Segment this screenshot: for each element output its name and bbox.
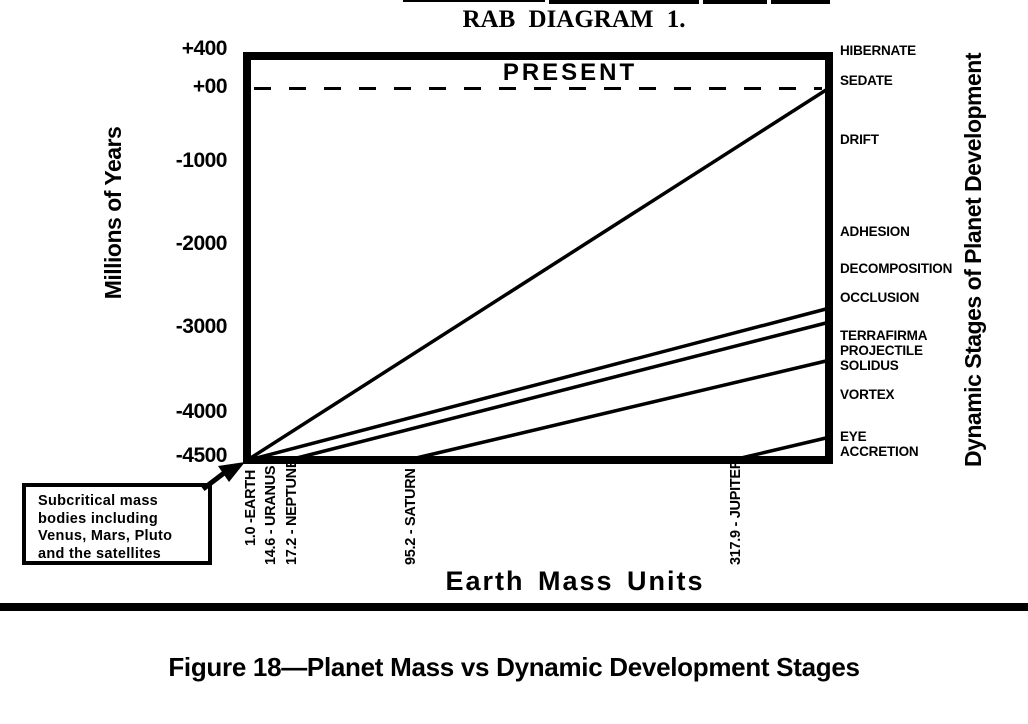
callout-text-line: bodies including (38, 510, 158, 527)
scan-artifact-line (703, 0, 767, 4)
scan-noise (253, 461, 633, 464)
right-axis-label: Dynamic Stages of Planet Development (960, 53, 986, 468)
plot-frame (243, 52, 833, 464)
callout-box: Subcritical mass bodies including Venus,… (22, 483, 212, 565)
stage-hibernate: HIBERNATE (840, 43, 916, 58)
x-tick-jupiter: 317.9 - JUPITER (728, 459, 744, 565)
diagram-title: RAB DIAGRAM 1. (462, 6, 686, 33)
scan-artifact-line (403, 0, 545, 2)
x-tick-uranus: 14.6 - URANUS (263, 465, 279, 565)
y-axis-label: Millions of Years (100, 126, 126, 300)
stage-vortex: VORTEX (840, 387, 895, 402)
present-dashed-line (254, 87, 822, 90)
y-tick-m4000: -4000 (175, 400, 228, 423)
scan-artifact-line (771, 0, 830, 4)
stage-drift: DRIFT (840, 132, 879, 147)
callout-text-line: Venus, Mars, Pluto (38, 528, 173, 544)
stage-solidus: SOLIDUS (840, 358, 899, 373)
y-tick-m1000: -1000 (175, 149, 228, 172)
stage-terrafirma: TERRAFIRMA (840, 328, 928, 343)
x-tick-neptune: 17.2 - NEPTUNE (284, 458, 300, 565)
separator-rule (0, 603, 1028, 611)
y-tick-m4500: -4500 (175, 444, 228, 467)
figure-caption: Figure 18—Planet Mass vs Dynamic Develop… (168, 652, 860, 682)
y-tick-plus400: +400 (181, 37, 228, 60)
x-tick-earth: 1.0 -EARTH (243, 470, 259, 546)
scan-artifact-line (549, 0, 699, 4)
callout-text-line: Subcritical mass (38, 493, 159, 509)
y-tick-plus00: +00 (192, 75, 228, 98)
stage-adhesion: ADHESION (840, 224, 910, 239)
stage-accretion: ACCRETION (840, 444, 919, 459)
y-tick-m3000: -3000 (175, 315, 228, 338)
x-tick-saturn: 95.2 - SATURN (403, 468, 419, 565)
stage-sedate: SEDATE (840, 73, 893, 88)
callout-text-line: and the satellites (38, 545, 162, 562)
present-label: PRESENT (502, 59, 638, 86)
stage-occlusion: OCCLUSION (840, 290, 920, 305)
y-tick-m2000: -2000 (175, 232, 228, 255)
stage-eye: EYE (840, 429, 867, 444)
x-axis-label: Earth Mass Units (445, 566, 705, 596)
stage-projectile: PROJECTILE (840, 343, 923, 358)
stage-decomposition: DECOMPOSITION (840, 261, 953, 276)
